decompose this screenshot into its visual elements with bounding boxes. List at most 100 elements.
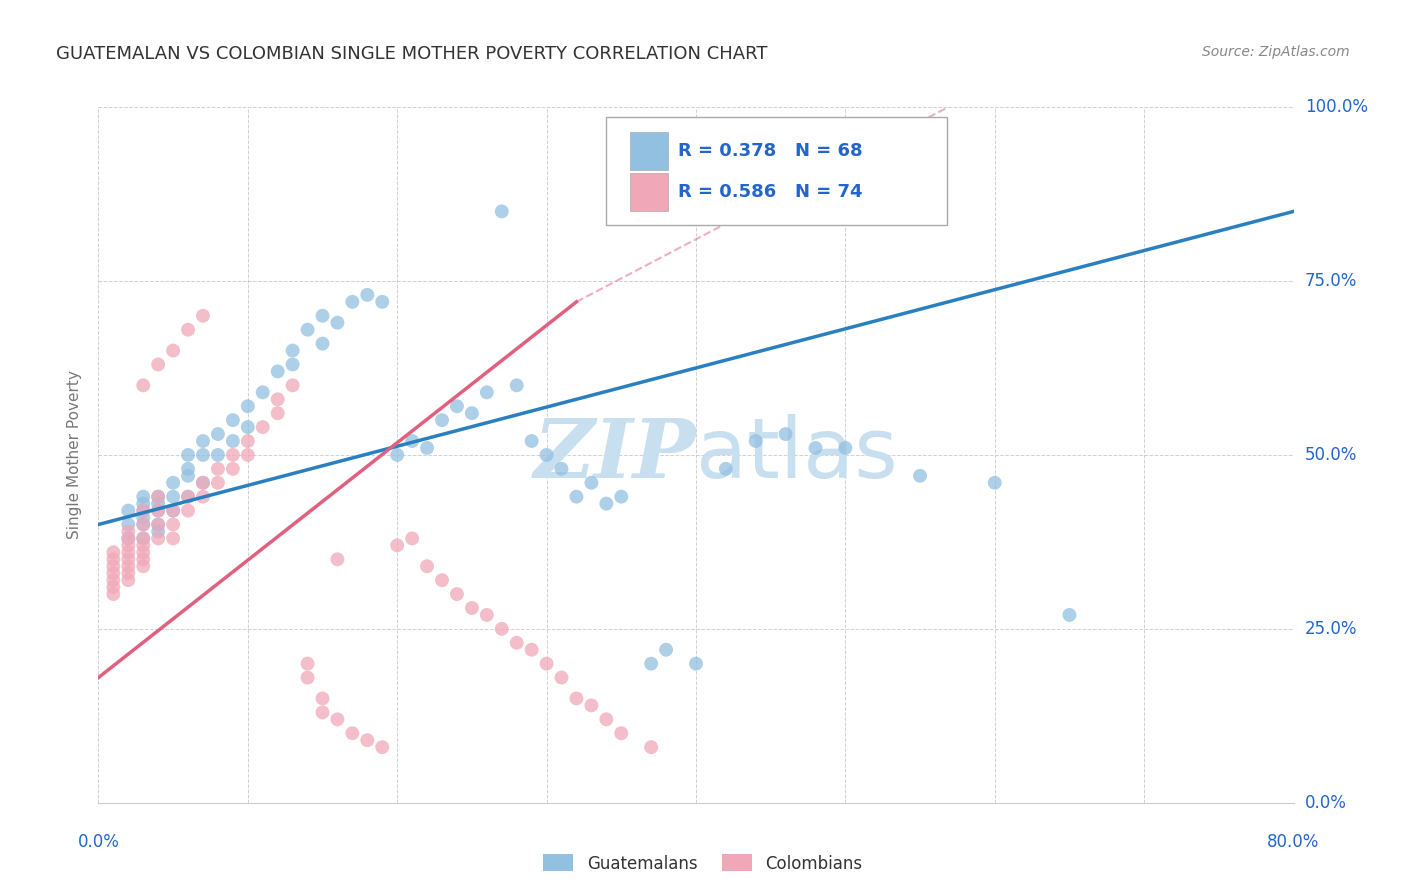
Point bbox=[461, 601, 484, 615]
Point bbox=[252, 420, 274, 434]
Point bbox=[506, 636, 529, 650]
Text: ZIP: ZIP bbox=[533, 415, 696, 495]
Point bbox=[356, 288, 378, 302]
Point bbox=[103, 545, 125, 559]
Point bbox=[177, 490, 200, 504]
Point bbox=[311, 336, 333, 351]
Point bbox=[207, 462, 229, 476]
Point bbox=[117, 545, 139, 559]
Point bbox=[148, 490, 170, 504]
Point bbox=[565, 490, 588, 504]
Point bbox=[311, 706, 333, 720]
Text: atlas: atlas bbox=[696, 415, 897, 495]
Point bbox=[162, 343, 184, 358]
Point bbox=[446, 587, 468, 601]
Point bbox=[550, 462, 572, 476]
Point bbox=[132, 532, 155, 546]
Point bbox=[207, 448, 229, 462]
Point bbox=[117, 524, 139, 539]
Point bbox=[610, 726, 633, 740]
Point bbox=[252, 385, 274, 400]
Point bbox=[132, 538, 155, 552]
Point bbox=[222, 434, 245, 448]
Point bbox=[281, 343, 304, 358]
Point bbox=[311, 309, 333, 323]
Point bbox=[117, 573, 139, 587]
Point bbox=[132, 545, 155, 559]
Point bbox=[148, 517, 170, 532]
Point bbox=[550, 671, 572, 685]
Point bbox=[177, 468, 200, 483]
Point bbox=[103, 559, 125, 574]
Point bbox=[103, 573, 125, 587]
Point bbox=[148, 503, 170, 517]
Point bbox=[267, 392, 290, 407]
Point bbox=[162, 475, 184, 490]
FancyBboxPatch shape bbox=[606, 118, 948, 226]
Point bbox=[177, 503, 200, 517]
Point bbox=[191, 475, 214, 490]
Point bbox=[162, 503, 184, 517]
Point bbox=[132, 503, 155, 517]
Point bbox=[236, 434, 259, 448]
Point bbox=[191, 475, 214, 490]
Point bbox=[132, 378, 155, 392]
Point bbox=[401, 434, 423, 448]
Point bbox=[177, 490, 200, 504]
Point bbox=[222, 413, 245, 427]
Point bbox=[117, 538, 139, 552]
Point bbox=[461, 406, 484, 420]
Point bbox=[132, 552, 155, 566]
Point bbox=[446, 399, 468, 413]
Point bbox=[132, 503, 155, 517]
Point bbox=[581, 475, 603, 490]
Point bbox=[581, 698, 603, 713]
Point bbox=[103, 580, 125, 594]
Point bbox=[416, 559, 439, 574]
Point bbox=[132, 517, 155, 532]
Point bbox=[132, 490, 155, 504]
Point bbox=[236, 448, 259, 462]
Point bbox=[775, 427, 797, 442]
Point bbox=[162, 503, 184, 517]
Point bbox=[132, 532, 155, 546]
Point bbox=[103, 566, 125, 581]
Point bbox=[491, 622, 513, 636]
Point bbox=[148, 358, 170, 372]
Point bbox=[148, 524, 170, 539]
Text: Source: ZipAtlas.com: Source: ZipAtlas.com bbox=[1202, 45, 1350, 59]
Point bbox=[416, 441, 439, 455]
Point bbox=[311, 691, 333, 706]
Point bbox=[222, 448, 245, 462]
Point bbox=[267, 406, 290, 420]
Point bbox=[117, 532, 139, 546]
Point bbox=[342, 294, 364, 309]
Text: 80.0%: 80.0% bbox=[1267, 833, 1320, 851]
Point bbox=[132, 510, 155, 524]
Point bbox=[804, 441, 827, 455]
Point bbox=[148, 532, 170, 546]
Point bbox=[236, 399, 259, 413]
Point bbox=[207, 475, 229, 490]
Text: GUATEMALAN VS COLOMBIAN SINGLE MOTHER POVERTY CORRELATION CHART: GUATEMALAN VS COLOMBIAN SINGLE MOTHER PO… bbox=[56, 45, 768, 62]
Point bbox=[148, 497, 170, 511]
FancyBboxPatch shape bbox=[630, 132, 668, 169]
Point bbox=[385, 448, 409, 462]
Point bbox=[834, 441, 856, 455]
Text: 50.0%: 50.0% bbox=[1305, 446, 1357, 464]
Point bbox=[117, 503, 139, 517]
Point bbox=[148, 490, 170, 504]
Point bbox=[148, 517, 170, 532]
Point bbox=[595, 712, 617, 726]
Point bbox=[326, 712, 349, 726]
Point bbox=[207, 427, 229, 442]
Point bbox=[520, 642, 543, 657]
Point bbox=[117, 559, 139, 574]
Point bbox=[191, 434, 214, 448]
Point bbox=[745, 434, 768, 448]
FancyBboxPatch shape bbox=[630, 173, 668, 211]
Point bbox=[714, 462, 737, 476]
Point bbox=[475, 607, 498, 622]
Point bbox=[908, 468, 931, 483]
Point bbox=[267, 364, 290, 378]
